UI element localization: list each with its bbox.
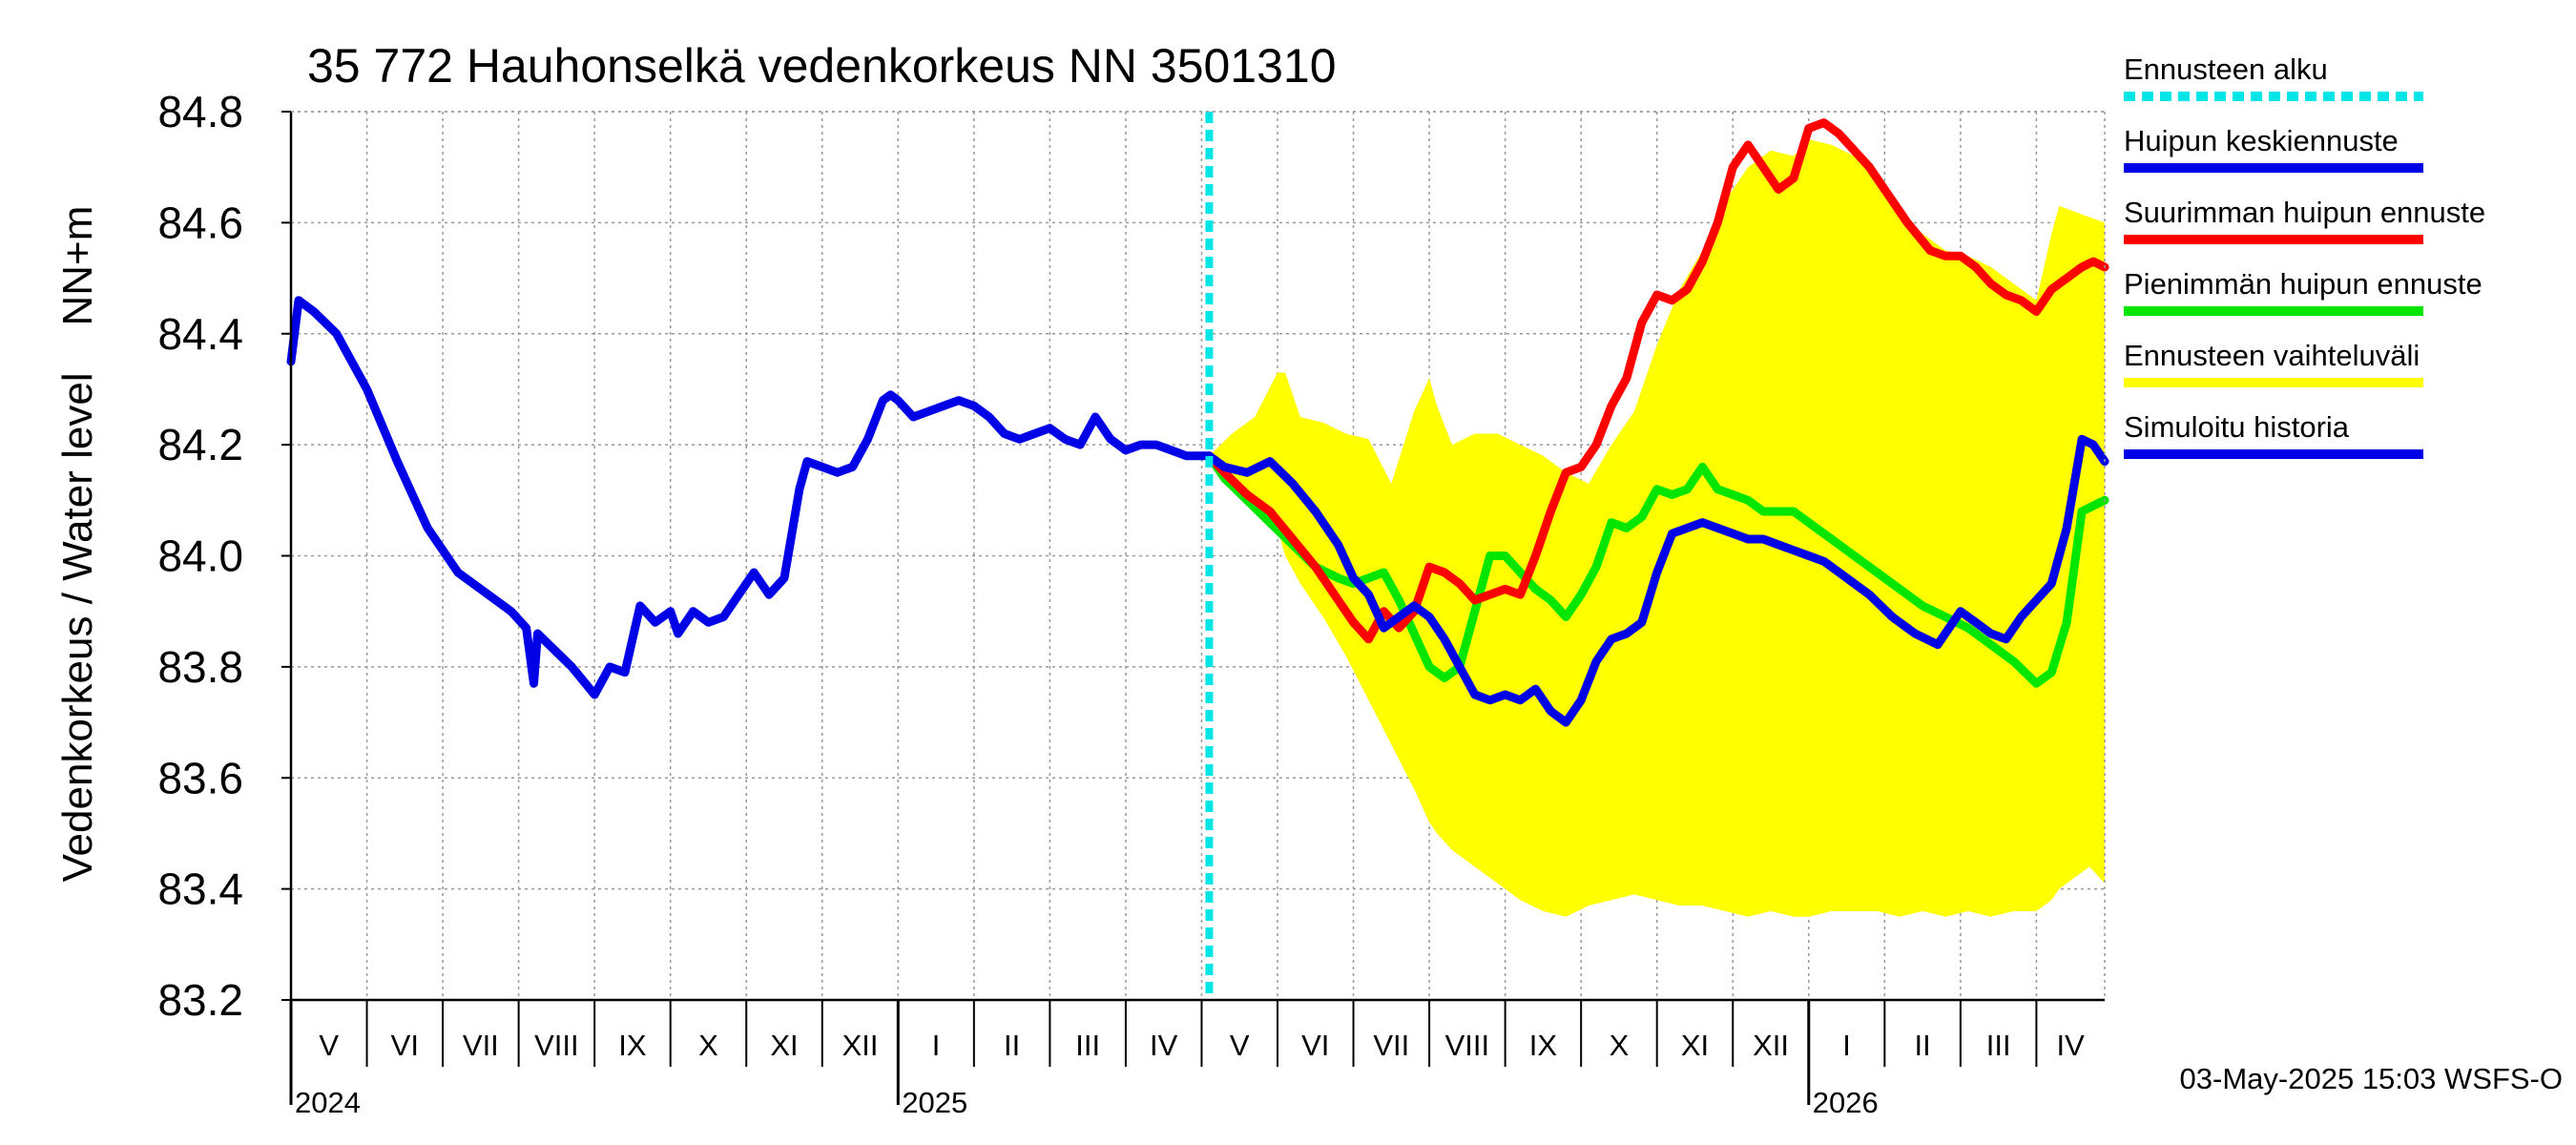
legend-label: Simuloitu historia xyxy=(2124,410,2350,444)
y-tick-label: 84.2 xyxy=(157,420,243,469)
month-label: II xyxy=(1004,1029,1020,1062)
y-tick-label: 84.0 xyxy=(157,531,243,581)
chart-title: 35 772 Hauhonselkä vedenkorkeus NN 35013… xyxy=(307,39,1337,93)
month-label: X xyxy=(1610,1029,1630,1062)
legend-label: Pienimmän huipun ennuste xyxy=(2124,267,2483,301)
month-label: VIII xyxy=(534,1029,579,1062)
month-label: IX xyxy=(618,1029,647,1062)
month-label: V xyxy=(1230,1029,1250,1062)
y-tick-label: 83.2 xyxy=(157,975,243,1025)
legend: Ennusteen alku Huipun keskiennuste Suurimm… xyxy=(2124,52,2485,459)
month-label: IV xyxy=(2057,1029,2086,1062)
month-label: I xyxy=(932,1029,941,1062)
y-tick-label: 84.4 xyxy=(157,309,243,359)
month-label: II xyxy=(1914,1029,1930,1062)
y-axis-label: Vedenkorkeus / Water level NN+m xyxy=(54,206,101,883)
month-label: VI xyxy=(1301,1029,1329,1062)
year-label: 2024 xyxy=(295,1086,361,1119)
median-peak-forecast-line xyxy=(1204,434,2109,727)
y-tick-label: 84.8 xyxy=(157,87,243,136)
year-label: 2025 xyxy=(902,1086,967,1119)
month-label: IV xyxy=(1150,1029,1178,1062)
x-tick-labels: V VI VII VIII IX X XI XII I II III IV V VI VII VIII IX X X… xyxy=(295,1029,2085,1119)
max-peak-forecast-line xyxy=(1204,118,2109,644)
forecast-range-area xyxy=(1209,139,2105,917)
month-label: XI xyxy=(1681,1029,1709,1062)
month-label: I xyxy=(1842,1029,1851,1062)
legend-label: Suurimman huipun ennuste xyxy=(2124,196,2485,229)
month-label: IX xyxy=(1529,1029,1558,1062)
y-tick-label: 84.6 xyxy=(157,198,243,247)
month-label: XII xyxy=(1753,1029,1789,1062)
series-lines xyxy=(286,118,2109,727)
month-label: VII xyxy=(463,1029,499,1062)
axes xyxy=(281,111,2106,1105)
y-tick-label: 83.6 xyxy=(157,753,243,802)
month-label: X xyxy=(698,1029,718,1062)
month-label: VI xyxy=(391,1029,419,1062)
y-tick-label: 83.4 xyxy=(157,864,243,914)
forecast-range-band xyxy=(1209,139,2105,917)
month-label: III xyxy=(1075,1029,1100,1062)
legend-label: Ennusteen alku xyxy=(2124,52,2328,86)
month-label: III xyxy=(1986,1029,2011,1062)
simulated-history-line xyxy=(286,296,1214,699)
month-label: V xyxy=(319,1029,339,1062)
month-label: XII xyxy=(842,1029,879,1062)
y-tick-labels: 83.2 83.4 83.6 83.8 84.0 84.2 84.4 84.6 84.8 xyxy=(157,87,243,1025)
month-label: VIII xyxy=(1445,1029,1490,1062)
month-label: XI xyxy=(770,1029,798,1062)
year-label: 2026 xyxy=(1813,1086,1879,1119)
y-tick-label: 83.8 xyxy=(157,642,243,692)
legend-label: Ennusteen vaihteluväli xyxy=(2124,339,2420,372)
legend-label: Huipun keskiennuste xyxy=(2124,124,2399,157)
footer-timestamp: 03-May-2025 15:03 WSFS-O xyxy=(2180,1062,2563,1095)
month-label: VII xyxy=(1373,1029,1409,1062)
